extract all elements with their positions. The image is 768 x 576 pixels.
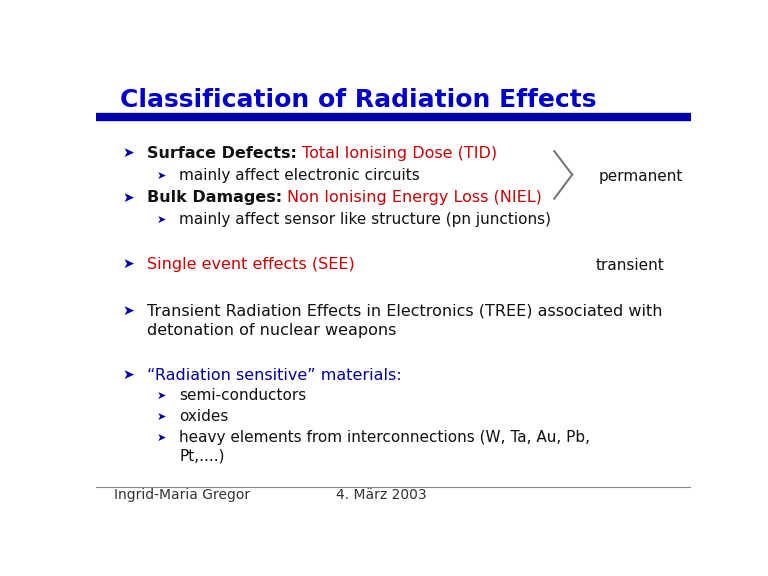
Text: Single event effects (SEE): Single event effects (SEE): [147, 257, 354, 272]
Text: Transient Radiation Effects in Electronics (TREE) associated with: Transient Radiation Effects in Electroni…: [147, 304, 662, 319]
Text: Bulk Damages:: Bulk Damages:: [147, 190, 287, 205]
Text: ➤: ➤: [157, 412, 166, 422]
Text: Surface Defects:: Surface Defects:: [147, 146, 302, 161]
Text: oxides: oxides: [180, 410, 229, 425]
Text: ➤: ➤: [157, 433, 166, 443]
Text: ➤: ➤: [157, 215, 166, 225]
Text: Pt,....): Pt,....): [180, 449, 225, 464]
Text: “Radiation sensitive” materials:: “Radiation sensitive” materials:: [147, 367, 401, 382]
Text: mainly affect electronic circuits: mainly affect electronic circuits: [180, 168, 420, 183]
Text: ➤: ➤: [157, 170, 166, 180]
Text: ➤: ➤: [157, 391, 166, 401]
Text: mainly affect sensor like structure (pn junctions): mainly affect sensor like structure (pn …: [180, 213, 551, 228]
Text: ➤: ➤: [123, 368, 134, 382]
Text: heavy elements from interconnections (W, Ta, Au, Pb,: heavy elements from interconnections (W,…: [180, 430, 591, 445]
Text: ➤: ➤: [123, 191, 134, 204]
Text: ➤: ➤: [123, 304, 134, 318]
Text: 4. März 2003: 4. März 2003: [336, 488, 427, 502]
Text: Ingrid-Maria Gregor: Ingrid-Maria Gregor: [114, 488, 250, 502]
Text: detonation of nuclear weapons: detonation of nuclear weapons: [147, 323, 396, 338]
Text: semi-conductors: semi-conductors: [180, 388, 306, 404]
Text: Classification of Radiation Effects: Classification of Radiation Effects: [120, 88, 596, 112]
Text: transient: transient: [596, 257, 665, 272]
Text: permanent: permanent: [599, 169, 684, 184]
Text: Non Ionising Energy Loss (NIEL): Non Ionising Energy Loss (NIEL): [287, 190, 542, 205]
Text: Total Ionising Dose (TID): Total Ionising Dose (TID): [302, 146, 497, 161]
Text: ➤: ➤: [123, 257, 134, 271]
Text: ➤: ➤: [123, 146, 134, 160]
